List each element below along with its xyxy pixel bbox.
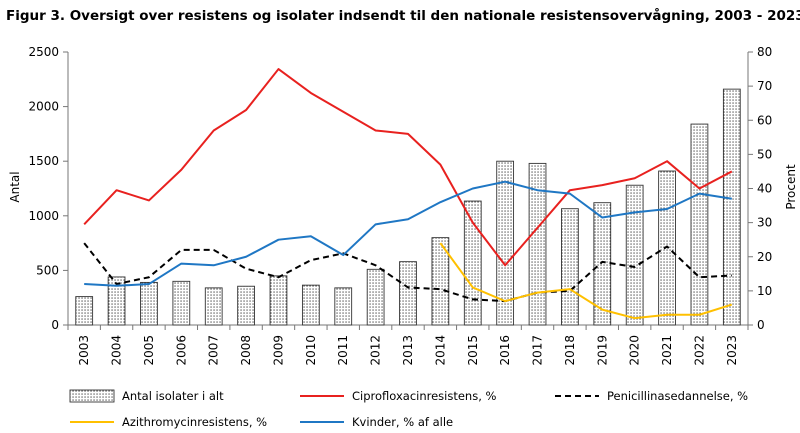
x-tick-label: 2009 [271, 335, 285, 366]
bar [172, 280, 191, 326]
x-tick-label: 2013 [401, 335, 415, 366]
x-tick-label: 2017 [531, 335, 545, 366]
legend-label: Kvinder, % af alle [352, 415, 453, 429]
y-tick-label-left: 500 [36, 263, 59, 277]
x-tick-label: 2006 [174, 335, 188, 366]
x-tick-label: 2021 [660, 335, 674, 366]
x-tick-label: 2019 [595, 335, 609, 366]
y-axis-label-left: Antal [8, 171, 22, 202]
bar [431, 237, 450, 326]
legend-label: Antal isolater i alt [122, 389, 224, 403]
bar [334, 287, 353, 326]
series-line [439, 242, 733, 320]
bar [75, 296, 94, 326]
y-tick-label-right: 10 [757, 284, 772, 298]
bar [301, 284, 320, 326]
x-tick-label: 2015 [466, 335, 480, 366]
bar [658, 170, 676, 326]
x-tick-label: 2023 [725, 335, 739, 366]
x-tick-label: 2007 [207, 335, 221, 366]
y-tick-label-right: 20 [757, 250, 772, 264]
bar [625, 184, 644, 326]
series-line [83, 242, 732, 303]
y-tick-label-left: 1500 [28, 154, 59, 168]
bar [561, 208, 579, 326]
bar [690, 123, 709, 326]
bar [107, 276, 126, 326]
y-tick-label-right: 30 [757, 216, 772, 230]
bar [496, 160, 515, 326]
bar [204, 287, 223, 326]
legend: Antal isolater i alt Ciprofloxacinresiste… [69, 389, 748, 429]
y-tick-label-left: 2000 [28, 100, 59, 114]
x-tick-label: 2022 [692, 335, 706, 366]
x-tick-label: 2012 [369, 335, 383, 366]
chart-title: Figur 3. Oversigt over resistens og isol… [6, 7, 800, 24]
bar [140, 281, 158, 326]
legend-label: Ciprofloxacinresistens, % [352, 389, 497, 403]
series-line [84, 180, 732, 287]
legend-label: Penicillinasedannelse, % [607, 389, 748, 403]
y-tick-label-left: 0 [51, 318, 59, 332]
y-tick-label-right: 40 [757, 182, 772, 196]
x-tick-label: 2020 [628, 335, 642, 366]
x-tick-label: 2016 [498, 335, 512, 366]
y-tick-label-right: 80 [757, 45, 772, 59]
legend-label: Azithromycinresistens, % [122, 415, 267, 429]
x-tick-label: 2004 [110, 335, 124, 366]
bar [722, 88, 741, 326]
y-tick-label-left: 2500 [28, 45, 59, 59]
legend-swatch-bar [69, 389, 115, 403]
x-tick-label: 2003 [77, 335, 91, 366]
bar [269, 275, 288, 326]
bar [528, 162, 547, 326]
y-tick-label-right: 70 [757, 79, 772, 93]
x-tick-label: 2008 [239, 335, 253, 366]
plot-area: 0 500 1000 1500 2000 2500 0 10 20 30 40 50 60 70 80 200… [28, 45, 772, 366]
x-tick-label: 2011 [336, 335, 350, 366]
y-tick-label-right: 50 [757, 147, 772, 161]
bar [237, 285, 255, 326]
y-tick-label-left: 1000 [28, 209, 59, 223]
x-tick-label: 2005 [142, 335, 156, 366]
x-tick-label: 2018 [563, 335, 577, 366]
bar [366, 268, 385, 326]
y-tick-label-right: 60 [757, 113, 772, 127]
series-line [83, 68, 733, 267]
bar [399, 261, 417, 326]
y-tick-label-right: 0 [757, 318, 765, 332]
x-tick-label: 2014 [433, 335, 447, 366]
x-tick-label: 2010 [304, 335, 318, 366]
bar [463, 200, 482, 326]
y-axis-label-right: Procent [784, 164, 798, 210]
